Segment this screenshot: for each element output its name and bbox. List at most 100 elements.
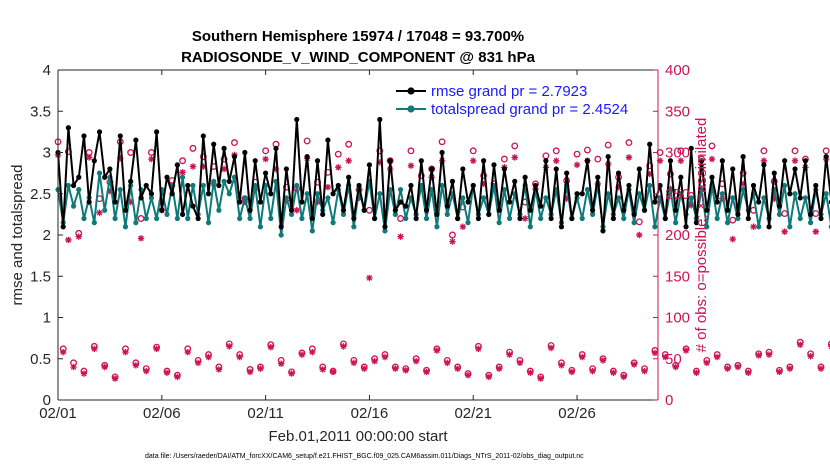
rmse-point [164,174,170,180]
obs-assimilated-marker [163,369,171,376]
rmse-point [600,228,606,234]
rmse-point [481,158,487,164]
obs-assimilated-marker [662,353,669,361]
rmse-point [133,137,139,143]
obs-assimilated-marker [480,180,487,188]
rmse-point [418,158,424,164]
totalspread-point [65,182,71,189]
obs-possible-marker [822,147,830,155]
obs-assimilated-marker [215,366,223,373]
obs-assimilated-marker [85,154,93,161]
obs-assimilated-marker [335,164,342,171]
left-tick-label: 1.5 [30,268,51,285]
rmse-point [475,215,482,222]
obs-assimilated-marker [464,372,472,379]
rmse-point [86,199,92,205]
right-tick-label: 100 [665,310,690,327]
obs-assimilated-marker [179,169,186,176]
rmse-point [288,207,295,213]
obs-assimilated-marker [454,365,461,372]
data-file-footnote: data file: /Users/raeder/DAI/ATM_forcXX/… [145,453,584,460]
legend-rmse-marker [407,87,415,95]
totalspread-point [252,182,258,189]
left-tick-label: 2.5 [30,186,51,203]
obs-assimilated-marker [739,180,747,188]
totalspread-point [247,215,253,222]
obs-assimilated-marker [319,366,326,373]
rmse-point [496,207,502,213]
totalspread-point [776,211,783,217]
rmse-point [340,207,347,213]
rmse-point [823,154,829,160]
totalspread-point [283,195,289,201]
left-tick-label: 3.5 [30,103,51,120]
totalspread-point [579,215,585,222]
totalspread-point [288,211,295,217]
obs-assimilated-marker [558,362,565,369]
obs-assimilated-marker [703,359,710,367]
totalspread-point [205,220,212,226]
left-tick-label: 3 [43,145,51,162]
obs-assimilated-marker [797,341,804,348]
rmse-point [532,182,539,189]
rmse-point [434,211,440,217]
totalspread-point [792,191,798,197]
obs-possible-marker [677,147,685,155]
rmse-point [756,199,762,205]
rmse-point [527,207,533,213]
obs-assimilated-marker [392,365,399,372]
rmse-point [688,145,694,151]
rmse-point [154,129,160,135]
x-tick-label: 02/06 [143,405,181,422]
totalspread-point [652,224,658,230]
obs-assimilated-marker [122,348,129,356]
right-tick-label: 200 [665,227,690,244]
obs-assimilated-marker [625,154,633,161]
rmse-point [444,203,450,209]
totalspread-point [185,215,191,222]
rmse-point [590,207,596,213]
totalspread-point [584,187,591,193]
obs-possible-marker [812,210,820,217]
rmse-point [174,162,180,168]
rmse-point [470,182,476,189]
rmse-point [403,203,409,209]
obs-possible-marker [791,147,799,155]
right-tick-label: 350 [665,103,690,120]
obs-assimilated-marker [807,353,814,360]
obs-assimilated-marker [636,231,643,239]
totalspread-point [179,174,186,180]
obs-assimilated-marker [553,157,560,164]
left-tick-label: 0 [43,392,51,409]
rmse-point [771,170,777,176]
rmse-point [366,162,373,168]
obs-possible-marker [480,172,488,180]
rmse-point [91,158,97,164]
rmse-point [423,207,430,213]
left-tick-label: 4 [43,62,51,79]
obs-possible-marker [708,142,716,150]
obs-assimilated-marker [106,188,114,195]
rmse-point [719,158,725,164]
obs-possible-marker [220,155,228,163]
obs-assimilated-marker [495,365,503,372]
rmse-point [372,215,378,222]
right-axis-ticks: 0 50 100 150 200 250 300 350 400 [653,62,690,409]
obs-possible-marker [262,147,270,155]
rmse-point [558,224,565,230]
obs-assimilated-marker [791,157,799,164]
totalspread-point [434,224,440,230]
rmse-point [813,182,819,189]
rmse-point [595,174,601,180]
obs-possible-marker [438,138,446,146]
rmse-point [205,191,212,197]
totalspread-point [481,195,487,201]
obs-possible-marker [583,146,591,154]
obs-assimilated-marker [366,274,373,282]
rmse-point [761,162,767,168]
obs-possible-marker [469,147,477,155]
obs-possible-marker [729,216,737,224]
rmse-point [818,215,824,222]
rmse-point [673,207,679,213]
obs-assimilated-marker [516,359,524,367]
